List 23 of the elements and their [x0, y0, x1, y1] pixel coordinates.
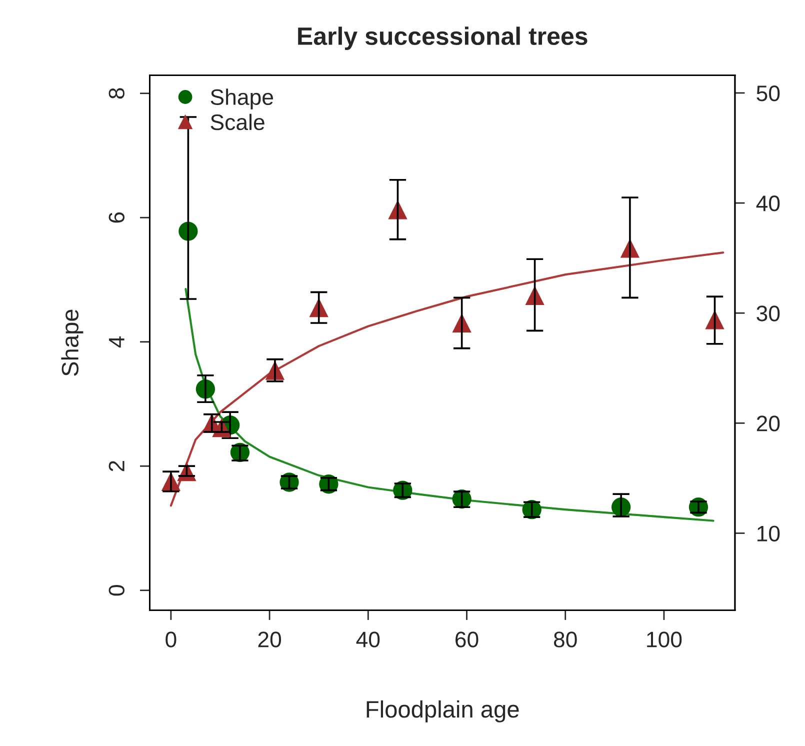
y2-tick-label: 30 [756, 306, 780, 322]
x-tick-label: 20 [258, 632, 282, 648]
x-tick-label: 100 [647, 632, 682, 648]
x-tick-label: 40 [356, 632, 380, 648]
y2-tick-label: 20 [756, 416, 780, 432]
y-tick-label: 6 [108, 212, 125, 223]
legend-label: Scale [210, 114, 264, 130]
y-tick-label: 0 [108, 585, 125, 596]
line-series [184, 288, 714, 522]
legend-label: Shape [210, 88, 273, 110]
line-series [170, 251, 724, 507]
x-tick-label: 80 [554, 632, 577, 648]
chart-title: Early successional trees [298, 26, 588, 50]
y-tick-label: 2 [108, 461, 124, 472]
x-tick-label: 0 [166, 632, 176, 648]
y2-tick-label: 10 [757, 526, 780, 542]
y2-tick-label: 40 [756, 196, 780, 212]
x-tick-label: 60 [456, 632, 478, 648]
x-axis-title: Floodplain age [366, 700, 519, 722]
y-axis-title: Shape [61, 310, 84, 376]
y-tick-label: 4 [108, 336, 124, 348]
y-tick-label: 8 [108, 88, 125, 99]
y2-tick-label: 50 [756, 85, 780, 102]
